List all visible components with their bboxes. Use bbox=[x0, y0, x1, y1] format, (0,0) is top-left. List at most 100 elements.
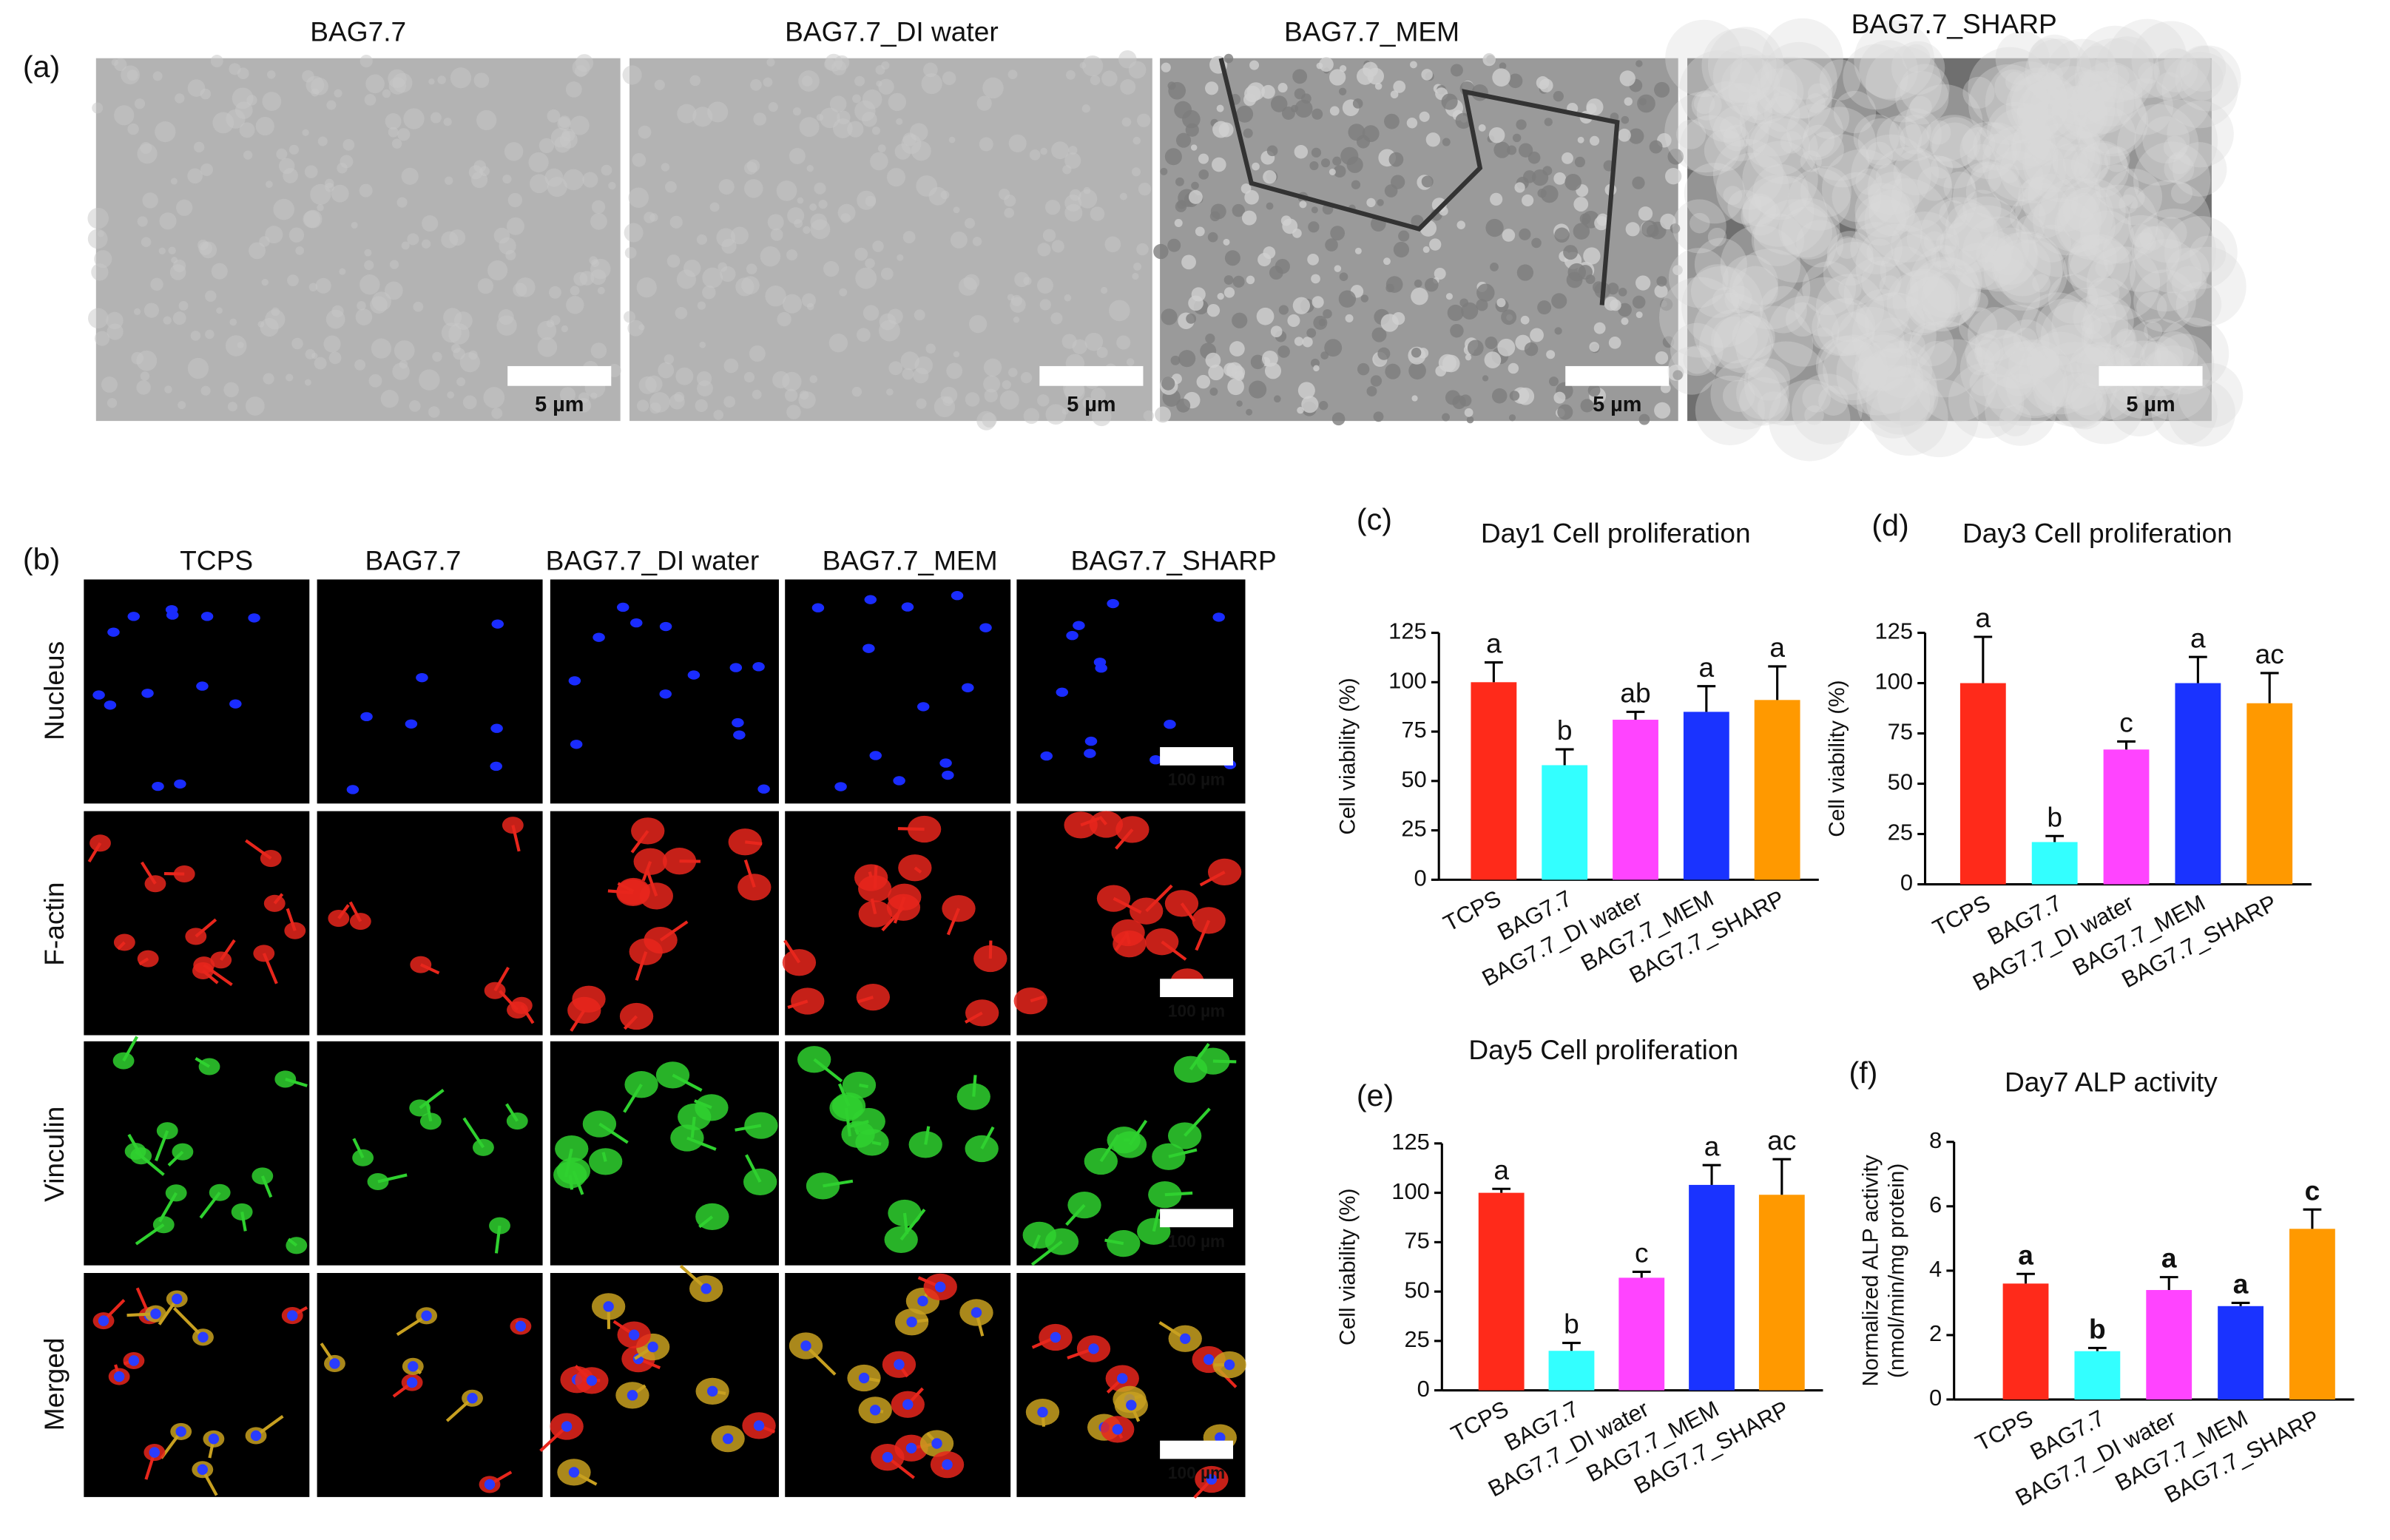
sem-texture bbox=[1357, 362, 1370, 376]
sem-texture bbox=[816, 113, 824, 121]
sem-texture bbox=[328, 351, 342, 365]
sem-texture bbox=[1982, 125, 2059, 201]
sem-texture bbox=[2134, 226, 2182, 274]
sem-texture bbox=[483, 387, 505, 408]
sem-texture bbox=[1656, 276, 1667, 287]
cell-process bbox=[1115, 828, 1134, 850]
sem-texture bbox=[1101, 70, 1118, 87]
cell-process bbox=[1212, 1059, 1237, 1064]
nucleus bbox=[729, 663, 743, 672]
sem-texture bbox=[506, 217, 524, 235]
bar bbox=[2289, 1229, 2335, 1400]
cell-process bbox=[988, 940, 993, 959]
sem-texture bbox=[1175, 132, 1192, 148]
sem-texture bbox=[675, 306, 688, 320]
sem-texture bbox=[323, 335, 341, 353]
sem-texture bbox=[1029, 149, 1041, 161]
sem-texture bbox=[158, 247, 166, 255]
bar bbox=[1618, 1277, 1665, 1391]
sem-texture bbox=[1999, 163, 2019, 183]
cell-process bbox=[598, 1122, 629, 1144]
cell-process bbox=[203, 963, 233, 987]
sem-texture bbox=[1329, 168, 1336, 176]
sem-texture bbox=[354, 359, 366, 371]
sem-texture bbox=[432, 351, 442, 362]
cell-process bbox=[493, 966, 510, 992]
sem-texture bbox=[1332, 156, 1342, 166]
sem-texture bbox=[1689, 212, 1710, 234]
sem-texture bbox=[784, 388, 798, 402]
sem-texture bbox=[879, 313, 897, 331]
bar bbox=[1689, 1184, 1735, 1391]
sem-texture bbox=[1374, 82, 1383, 90]
sem-texture bbox=[473, 160, 487, 173]
sem-texture bbox=[1548, 376, 1559, 387]
sem-texture bbox=[1044, 199, 1061, 215]
sem-texture bbox=[818, 200, 828, 209]
scale-bar bbox=[1039, 365, 1144, 386]
fluorescence-image bbox=[785, 579, 1011, 804]
sem-texture bbox=[1261, 84, 1275, 99]
sem-texture bbox=[1905, 261, 1977, 332]
sem-texture bbox=[1757, 391, 1791, 425]
sem-texture bbox=[1176, 398, 1191, 413]
sem-texture bbox=[1377, 347, 1391, 360]
cell-process bbox=[539, 1425, 568, 1453]
scale-bar bbox=[2099, 365, 2203, 386]
sem-texture bbox=[840, 213, 851, 223]
nucleus bbox=[1215, 1432, 1226, 1443]
sem-texture bbox=[449, 229, 466, 246]
nucleus bbox=[568, 1467, 580, 1478]
sem-texture bbox=[1898, 332, 1925, 359]
nucleus bbox=[752, 662, 765, 672]
nucleus bbox=[150, 1308, 161, 1320]
sem-texture bbox=[1051, 141, 1070, 160]
sem-texture bbox=[1586, 98, 1604, 116]
sem-texture bbox=[1856, 288, 1909, 342]
sem-texture bbox=[1320, 158, 1331, 168]
sem-texture bbox=[839, 288, 848, 297]
sem-texture bbox=[1531, 237, 1542, 249]
sem-texture bbox=[1905, 84, 1983, 162]
sem-texture bbox=[1975, 304, 2060, 390]
sem-texture bbox=[1299, 200, 1307, 209]
sem-texture bbox=[266, 70, 276, 79]
sem-texture bbox=[1120, 79, 1136, 95]
sem-texture bbox=[1945, 212, 2005, 273]
sem-texture bbox=[1943, 171, 1976, 204]
sem-image: 5 µm bbox=[622, 50, 1154, 430]
sem-texture bbox=[731, 226, 749, 245]
sem-texture bbox=[2171, 266, 2207, 301]
cell-process bbox=[972, 1075, 977, 1097]
sem-texture bbox=[2170, 182, 2193, 204]
sem-texture bbox=[1759, 286, 1807, 334]
sem-texture bbox=[1205, 334, 1215, 344]
sem-texture bbox=[544, 168, 564, 187]
sem-texture bbox=[1891, 211, 1959, 280]
sem-texture bbox=[772, 371, 790, 389]
sem-texture bbox=[399, 359, 408, 369]
sem-texture bbox=[953, 351, 960, 358]
nucleus bbox=[92, 690, 105, 700]
sem-texture bbox=[1983, 232, 2063, 311]
sem-texture bbox=[976, 95, 992, 111]
fluorescence-image bbox=[317, 579, 543, 804]
cell-process bbox=[134, 1149, 165, 1176]
sem-texture bbox=[334, 89, 342, 98]
nucleus bbox=[1056, 687, 1069, 698]
sem-texture bbox=[2069, 238, 2136, 305]
sem-texture bbox=[2011, 72, 2079, 140]
sem-texture bbox=[1696, 81, 1758, 143]
sem-texture bbox=[1051, 240, 1064, 253]
sem-texture bbox=[1752, 118, 1811, 175]
sem-texture bbox=[557, 117, 571, 131]
sem-texture bbox=[1596, 213, 1610, 226]
sem-texture bbox=[950, 231, 968, 249]
sem-texture bbox=[1313, 365, 1320, 372]
nucleus bbox=[197, 1464, 208, 1475]
sem-texture bbox=[675, 367, 694, 385]
sem-texture bbox=[1763, 95, 1800, 132]
sem-texture bbox=[1618, 303, 1632, 317]
sem-texture bbox=[1312, 296, 1324, 308]
